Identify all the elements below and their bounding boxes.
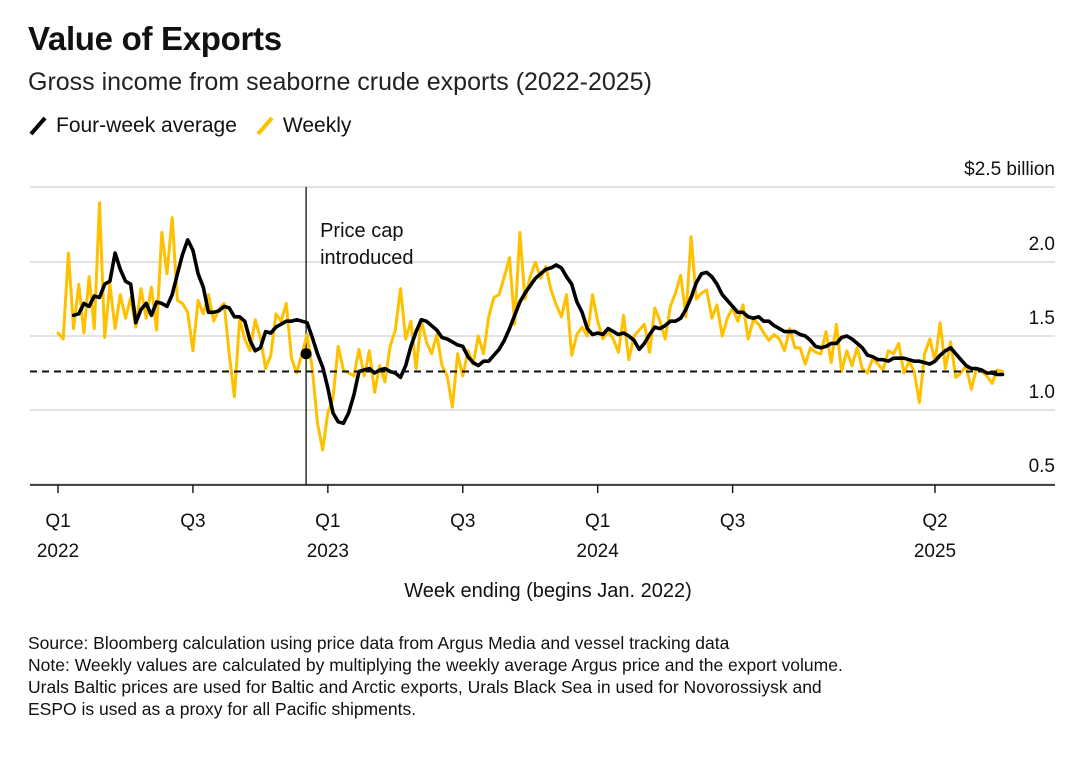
footer-note-line-1: Note: Weekly values are calculated by mu…	[28, 655, 843, 675]
legend-swatch-yellow-icon	[256, 116, 274, 136]
y-tick-label: 1.0	[1029, 382, 1055, 403]
x-tick-label-year: 2023	[307, 541, 349, 562]
x-tick-label-quarter: Q3	[450, 511, 475, 532]
price-cap-marker	[300, 348, 312, 360]
y-axis-ticks: $2.5 billion 2.0 1.5 1.0 0.5	[964, 159, 1055, 477]
x-axis-label: Week ending (begins Jan. 2022)	[404, 580, 692, 602]
x-tick-label-quarter: Q3	[720, 511, 745, 532]
x-tick-label-quarter: Q1	[315, 511, 340, 532]
x-tick-label-year: 2024	[577, 541, 620, 562]
x-tick-label-year: 2022	[37, 541, 79, 562]
chart-footer: Source: Bloomberg calculation using pric…	[28, 632, 843, 720]
footer-note-line-2: Urals Baltic prices are used for Baltic …	[28, 677, 822, 697]
y-tick-label: 0.5	[1029, 456, 1055, 477]
footer-source: Source: Bloomberg calculation using pric…	[28, 633, 730, 653]
legend-item-four-week-average: Four-week average	[28, 114, 237, 138]
x-tick-label-year: 2025	[914, 541, 956, 562]
footer-note-line-3: ESPO is used as a proxy for all Pacific …	[28, 699, 417, 719]
chart-title: Value of Exports	[28, 20, 282, 57]
y-tick-label: $2.5 billion	[964, 159, 1055, 180]
legend-label-weekly: Weekly	[282, 114, 352, 137]
grid-lines	[30, 186, 1055, 485]
x-tick-label-quarter: Q1	[585, 511, 610, 532]
legend-item-weekly: Weekly	[255, 114, 351, 138]
x-tick-label-quarter: Q2	[922, 511, 947, 532]
series-line-four-week-average	[71, 238, 1005, 426]
legend-swatch-black-icon	[29, 116, 47, 136]
annotation-line-2: introduced	[320, 247, 413, 269]
annotation-line-1: Price cap	[320, 220, 403, 242]
y-tick-label: 2.0	[1029, 234, 1055, 255]
legend: Four-week average Weekly	[28, 114, 369, 138]
x-tick-label-quarter: Q3	[180, 511, 205, 532]
legend-label-four-week-average: Four-week average	[56, 114, 237, 137]
chart-subtitle: Gross income from seaborne crude exports…	[28, 68, 652, 96]
x-tick-label-quarter: Q1	[45, 511, 70, 532]
y-tick-label: 1.5	[1029, 308, 1055, 329]
series-lines	[30, 201, 1005, 452]
series-line-weekly	[56, 201, 1004, 452]
x-axis: Q1 2022 Q3 Q1 2023 Q3 Q1 2024 Q3 Q2 2025	[30, 484, 1055, 562]
